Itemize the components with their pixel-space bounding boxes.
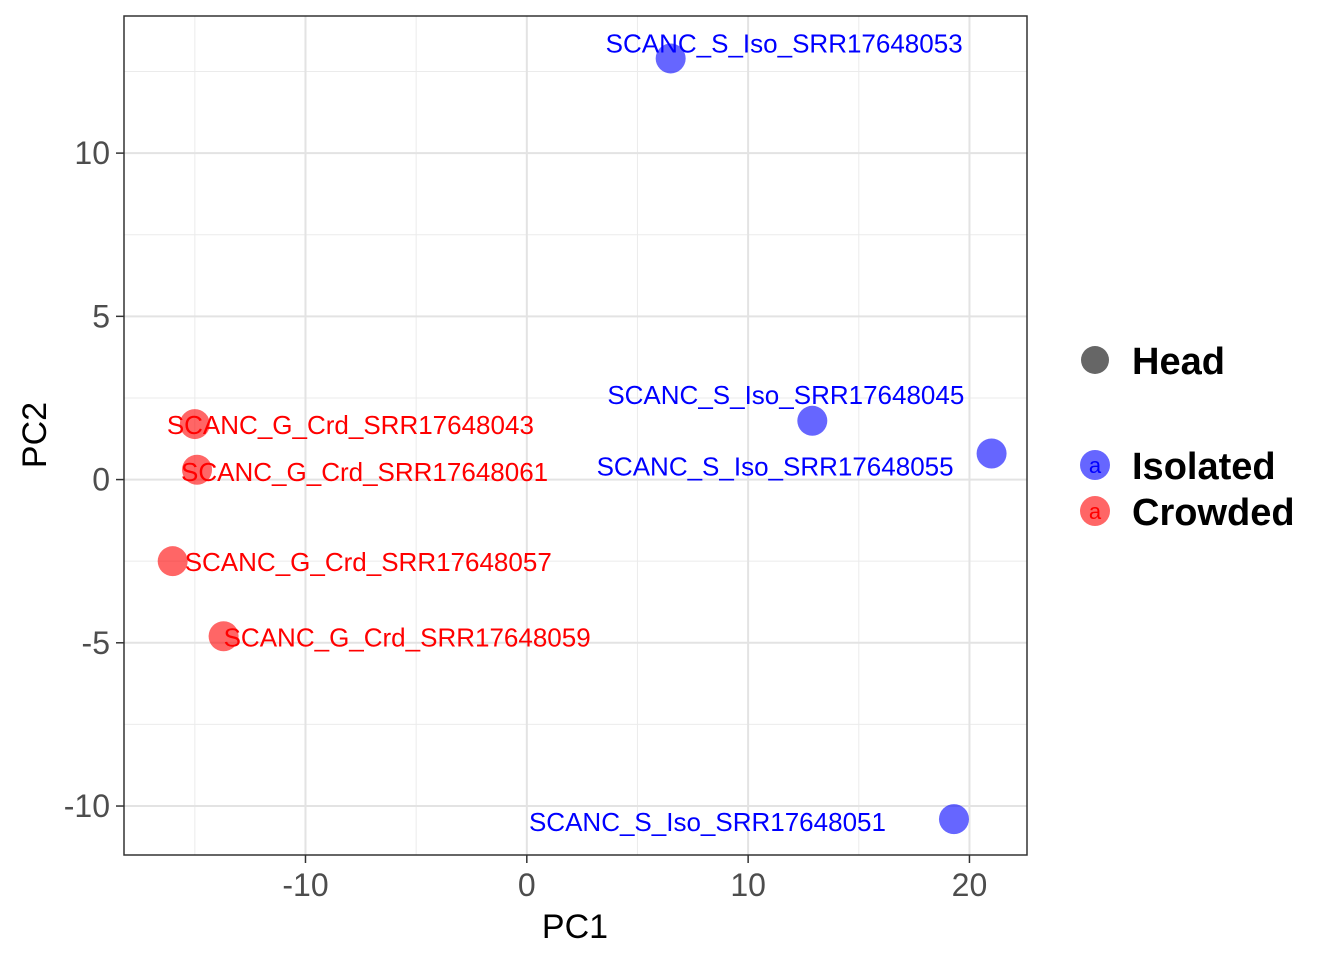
point-label: SCANC_G_Crd_SRR17648043 <box>167 410 534 440</box>
legend-key-glyph: a <box>1089 453 1102 478</box>
legend-label-isolated: Isolated <box>1132 446 1276 488</box>
data-point <box>182 454 213 485</box>
point-label: SCANC_S_Iso_SRR17648045 <box>607 380 964 410</box>
data-point <box>976 438 1007 469</box>
y-tick-label: 5 <box>92 298 110 334</box>
legend-shape-key <box>1081 346 1109 374</box>
data-point <box>157 546 188 577</box>
legend-color-key <box>1080 450 1110 480</box>
legend: Head a Isolated a Crowded <box>1080 341 1295 534</box>
data-point <box>655 43 686 74</box>
legend-color-key <box>1080 496 1110 526</box>
legend-key-glyph: a <box>1089 499 1102 524</box>
x-tick-label: 20 <box>952 867 988 903</box>
point-label: SCANC_S_Iso_SRR17648055 <box>597 451 954 481</box>
data-point <box>797 405 828 436</box>
x-tick-label: 10 <box>730 867 766 903</box>
x-tick-label: -10 <box>282 867 328 903</box>
y-tick-label: -5 <box>82 625 110 661</box>
plot-panel: SCANC_S_Iso_SRR17648053 SCANC_S_Iso_SRR17… <box>123 15 1028 856</box>
x-tick-label: 0 <box>518 867 536 903</box>
y-axis-title: PC2 <box>16 402 54 468</box>
y-tick-label: 0 <box>92 462 110 498</box>
axes: PC1 PC2 -10 0 10 20 -10 -5 0 5 10 <box>16 135 987 946</box>
point-label: SCANC_S_Iso_SRR17648051 <box>529 807 886 837</box>
x-axis-title: PC1 <box>542 908 608 946</box>
data-point <box>179 409 210 440</box>
y-tick-label: 10 <box>74 135 110 171</box>
point-label: SCANC_S_Iso_SRR17648053 <box>606 28 963 58</box>
data-point <box>938 804 969 835</box>
panel-border <box>123 15 1028 856</box>
legend-label-crowded: Crowded <box>1132 492 1295 534</box>
point-label: SCANC_G_Crd_SRR17648061 <box>181 457 548 487</box>
point-label: SCANC_G_Crd_SRR17648057 <box>185 547 552 577</box>
legend-label-head: Head <box>1132 341 1225 383</box>
data-point <box>208 621 239 652</box>
y-tick-label: -10 <box>64 788 110 824</box>
point-label: SCANC_G_Crd_SRR17648059 <box>224 622 591 652</box>
